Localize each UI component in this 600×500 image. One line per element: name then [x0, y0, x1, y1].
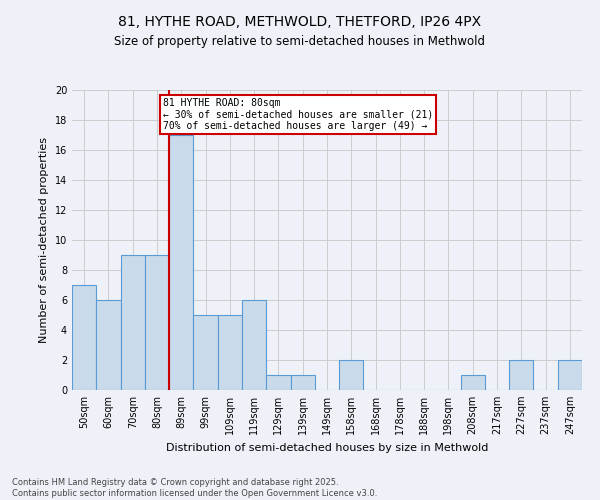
Text: Size of property relative to semi-detached houses in Methwold: Size of property relative to semi-detach… — [115, 35, 485, 48]
Bar — [145, 255, 169, 390]
Bar — [96, 300, 121, 390]
Y-axis label: Number of semi-detached properties: Number of semi-detached properties — [39, 137, 49, 343]
Bar — [169, 135, 193, 390]
X-axis label: Distribution of semi-detached houses by size in Methwold: Distribution of semi-detached houses by … — [166, 442, 488, 452]
Text: Contains HM Land Registry data © Crown copyright and database right 2025.
Contai: Contains HM Land Registry data © Crown c… — [12, 478, 377, 498]
Bar — [558, 360, 582, 390]
Bar — [121, 255, 145, 390]
Bar — [290, 375, 315, 390]
Bar — [461, 375, 485, 390]
Text: 81 HYTHE ROAD: 80sqm
← 30% of semi-detached houses are smaller (21)
70% of semi-: 81 HYTHE ROAD: 80sqm ← 30% of semi-detac… — [163, 98, 433, 130]
Bar — [72, 285, 96, 390]
Text: 81, HYTHE ROAD, METHWOLD, THETFORD, IP26 4PX: 81, HYTHE ROAD, METHWOLD, THETFORD, IP26… — [118, 15, 482, 29]
Bar — [509, 360, 533, 390]
Bar — [339, 360, 364, 390]
Bar — [218, 315, 242, 390]
Bar — [193, 315, 218, 390]
Bar — [242, 300, 266, 390]
Bar — [266, 375, 290, 390]
